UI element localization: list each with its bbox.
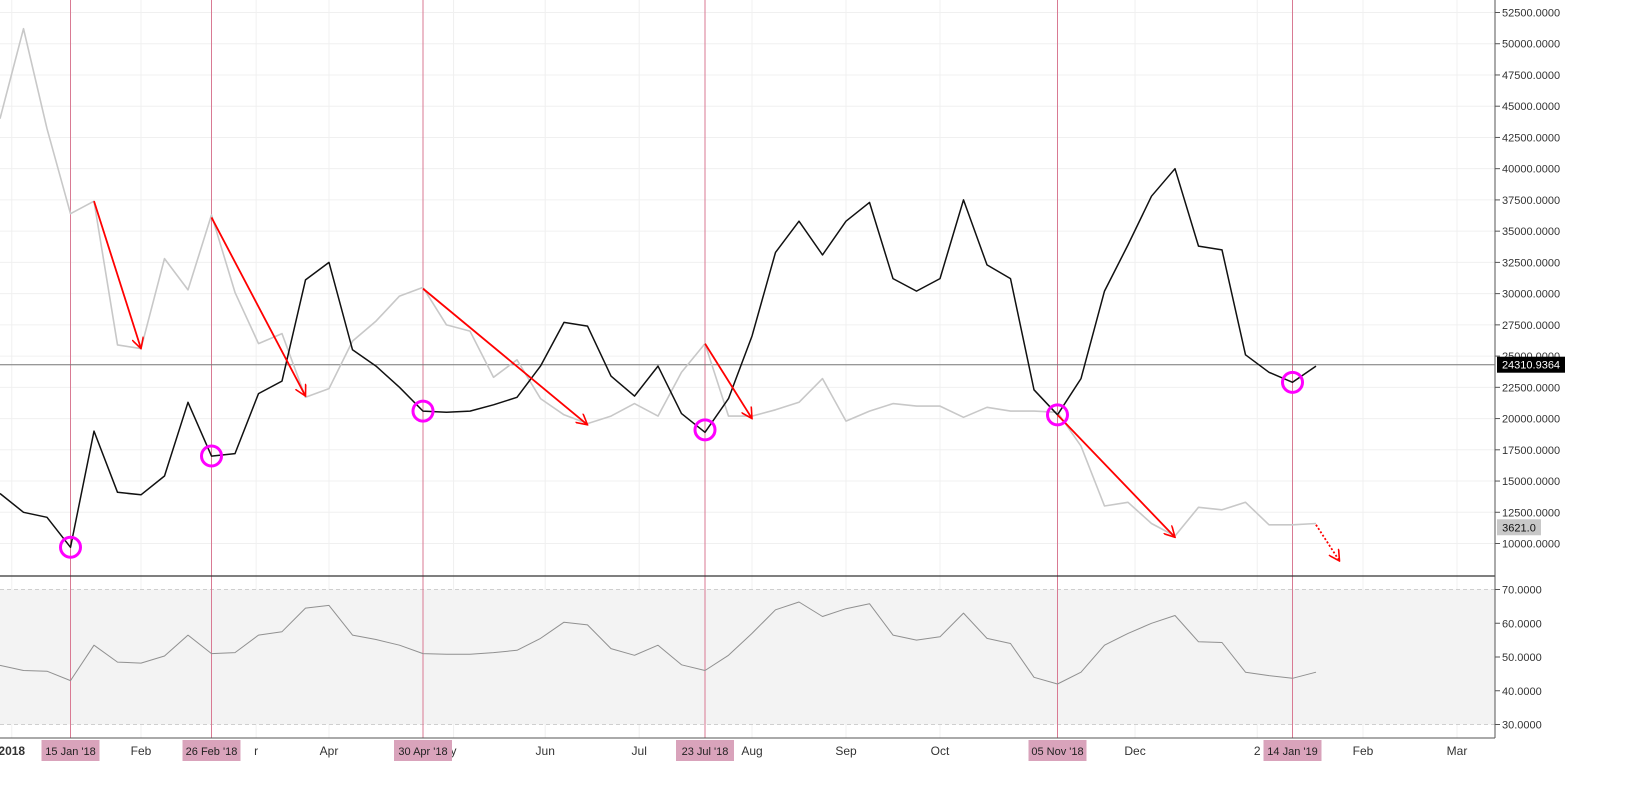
date-badge [1263,740,1322,761]
main-y-axis: 10000.0000 12500.0000 15000.0000 17500.0000… [1495,7,1560,551]
x-tick-label: 2 [1254,744,1261,758]
down-arrow [93,200,141,348]
y-tick-label: 32500.0000 [1502,257,1560,269]
series-line-black [0,167,1317,549]
x-tick-label: r [254,744,258,758]
y-tick-label: 37500.0000 [1502,195,1560,207]
y-tick-label: 35000.0000 [1502,226,1560,238]
x-tick-label: Jul [632,744,647,758]
price-badge [1497,356,1565,373]
date-badge-label: 26 Feb '18 [186,746,238,758]
highlight-circle [411,399,435,423]
down-arrow [1056,414,1176,537]
date-badge-label: 14 Jan '19 [1267,746,1317,758]
x-tick-label: Oct [931,744,950,758]
y-tick-label: 47500.0000 [1502,70,1560,82]
y-tick-label: 22500.0000 [1502,382,1560,394]
date-badge-label: 30 Apr '18 [398,746,447,758]
date-badge-label: 15 Jan '18 [45,746,95,758]
down-arrow [704,343,752,419]
y-tick-label: 52500.0000 [1502,7,1560,19]
date-badge-label: 23 Jul '18 [682,746,729,758]
y-tick-label: 15000.0000 [1502,476,1560,488]
y-tick-label: 45000.0000 [1502,101,1560,113]
y-tick-label: 50000.0000 [1502,39,1560,51]
y-tick-label: 70.0000 [1502,585,1542,597]
indicator-series-line [0,601,1317,685]
highlight-circle [693,418,717,442]
x-tick-label: y [451,744,457,758]
x-tick-label: Sep [835,744,857,758]
x-tick-label: Feb [1353,744,1374,758]
grid-lines [0,0,1495,738]
y-tick-label: 30000.0000 [1502,289,1560,301]
y-tick-label: 30.0000 [1502,720,1542,732]
grey-value-badge [1497,519,1541,536]
grey-value-badge-label: 3621.0 [1502,522,1536,534]
highlight-circle [59,535,82,559]
highlight-circle [200,444,223,468]
date-badge [1028,740,1087,761]
y-tick-label: 17500.0000 [1502,445,1560,457]
y-tick-label: 50.0000 [1502,652,1542,664]
date-badge [394,740,452,761]
y-tick-label: 12500.0000 [1502,507,1560,519]
x-tick-label: 2018 [0,744,25,758]
y-tick-label: 10000.0000 [1502,539,1560,551]
x-tick-label: Apr [320,744,339,758]
x-tick-label: Dec [1124,744,1145,758]
date-badge [182,740,241,761]
date-badge [676,740,734,761]
y-tick-label: 42500.0000 [1502,132,1560,144]
highlight-circle [1046,403,1069,427]
indicator-y-axis: 30.0000 40.0000 50.0000 60.0000 70.0000 [1495,585,1542,732]
x-tick-label: Feb [131,744,152,758]
highlight-circle [1281,370,1304,394]
y-tick-label: 60.0000 [1502,618,1542,630]
dashed-down-arrow [1315,524,1340,561]
y-tick-label: 27500.0000 [1502,320,1560,332]
y-tick-label: 40000.0000 [1502,164,1560,176]
date-badge-label: 05 Nov '18 [1031,746,1083,758]
price-badge-label: 24310.9364 [1502,360,1560,372]
x-axis: 2018 Feb r Apr y Jun Jul Aug Sep Oct Dec 2 Feb Mar [0,744,1467,758]
x-tick-label: Jun [536,744,555,758]
x-tick-label: Aug [741,744,762,758]
y-tick-label: 20000.0000 [1502,414,1560,426]
x-tick-label: Mar [1447,744,1468,758]
down-arrow [210,216,306,396]
series-line-grey [0,27,1317,537]
down-arrow [422,287,588,425]
date-badge [41,740,100,761]
y-tick-label: 40.0000 [1502,686,1542,698]
indicator-band [0,589,1495,725]
